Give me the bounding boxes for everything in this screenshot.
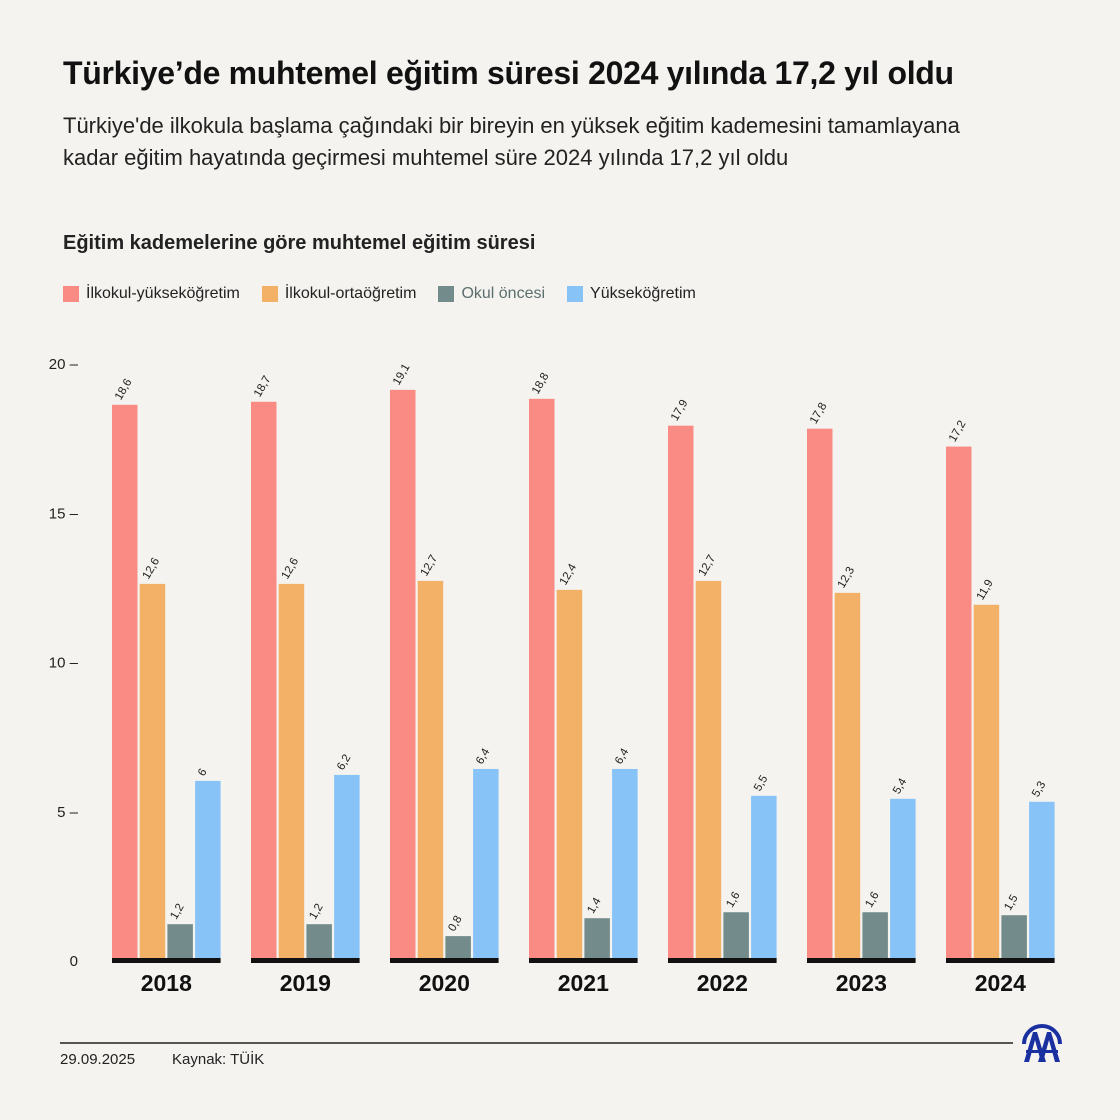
data-label: 5,4: [891, 776, 910, 796]
data-label: 1,4: [585, 895, 604, 915]
chart-title: Eğitim kademelerine göre muhtemel eğitim…: [63, 232, 536, 254]
data-label: 6,4: [613, 746, 632, 766]
data-label: 6,2: [335, 753, 353, 773]
bar: [612, 768, 638, 960]
bar: [417, 580, 444, 960]
bar: [139, 583, 166, 960]
bar: [334, 774, 360, 960]
data-label: 1,6: [724, 890, 742, 910]
baseline: [529, 958, 638, 963]
legend-swatch: [438, 286, 455, 302]
data-label: 17,8: [808, 401, 830, 426]
x-tick-label: 2023: [836, 970, 887, 996]
bar: [112, 404, 138, 960]
data-label: 18,6: [113, 377, 135, 402]
bar: [862, 912, 888, 960]
y-tick-label: 20 –: [49, 356, 79, 373]
aa-logo: [1022, 1024, 1062, 1062]
legend-swatch: [261, 286, 278, 302]
bar: [251, 401, 277, 960]
legend-item: İlkokul-yükseköğretim: [63, 285, 240, 303]
bar: [306, 924, 332, 960]
baseline: [946, 958, 1055, 963]
x-tick-label: 2018: [141, 970, 192, 996]
bar: [167, 924, 193, 960]
data-label: 18,7: [252, 374, 274, 399]
bar: [390, 389, 416, 960]
data-label: 17,2: [947, 419, 969, 444]
baseline: [251, 958, 360, 963]
data-label: 5,5: [752, 773, 770, 793]
bar: [695, 580, 722, 960]
data-label: 12,6: [141, 556, 163, 581]
baseline: [112, 958, 221, 963]
y-tick-label: 0: [70, 953, 78, 970]
data-label: 19,1: [391, 362, 413, 387]
page-title: Türkiye’de muhtemel eğitim süresi 2024 y…: [63, 55, 954, 91]
x-tick-label: 2022: [697, 970, 748, 996]
publish-date: 29.09.2025: [60, 1051, 136, 1068]
bar: [473, 768, 499, 960]
bar: [890, 798, 916, 960]
x-tick-label: 2024: [975, 970, 1026, 996]
bar: [584, 918, 610, 960]
bar: [751, 795, 777, 960]
legend-label: İlkokul-ortaöğretim: [284, 285, 417, 302]
bar: [278, 583, 305, 960]
baseline: [668, 958, 777, 963]
y-tick-label: 15 –: [49, 505, 79, 522]
bar: [834, 592, 861, 960]
bar: [946, 446, 972, 961]
x-tick-label: 2020: [419, 970, 470, 996]
data-label: 0,8: [446, 914, 464, 934]
legend-item: Okul öncesi: [438, 285, 545, 303]
legend-swatch: [63, 286, 79, 302]
x-tick-label: 2019: [280, 970, 331, 996]
bar: [1029, 801, 1055, 960]
y-tick-label: 5 –: [57, 804, 79, 821]
data-label: 1,2: [168, 902, 186, 922]
bar: [807, 428, 833, 960]
data-label: 18,8: [530, 371, 552, 396]
bar: [668, 425, 694, 960]
bar: [556, 589, 583, 960]
data-label: 5,3: [1030, 779, 1048, 799]
bar: [723, 912, 749, 960]
baseline: [390, 958, 499, 963]
legend-item: Yükseköğretim: [567, 285, 696, 303]
bar: [195, 780, 221, 960]
legend-label: Yükseköğretim: [590, 285, 696, 302]
legend-item: İlkokul-ortaöğretim: [261, 285, 417, 303]
bar-chart: 0 5 – 10 – 15 – 20 – 18,6 12,6 1,2 6 2018 18,7 12,6…: [49, 356, 1055, 996]
data-label: 12,6: [280, 556, 302, 581]
source-label: Kaynak: TÜİK: [172, 1051, 265, 1068]
data-label: 6,4: [474, 746, 493, 766]
data-label: 1,5: [1002, 893, 1020, 913]
y-tick-label: 10 –: [49, 655, 79, 672]
baseline: [807, 958, 916, 963]
data-label: 6: [196, 767, 210, 779]
data-label: 11,9: [975, 578, 996, 603]
legend: İlkokul-yükseköğretim İlkokul-ortaöğretim…: [63, 285, 696, 303]
data-label: 1,6: [863, 890, 881, 910]
legend-label: İlkokul-yükseköğretim: [86, 285, 240, 302]
bar: [529, 398, 555, 960]
x-tick-label: 2021: [558, 970, 609, 996]
legend-label: Okul öncesi: [461, 285, 546, 302]
data-label: 12,4: [558, 561, 580, 587]
data-label: 12,7: [697, 553, 719, 578]
bar: [1001, 915, 1027, 960]
data-label: 12,7: [419, 553, 441, 578]
page-subtitle: Türkiye'de ilkokula başlama çağındaki bi…: [63, 113, 960, 170]
bar: [973, 604, 1000, 960]
data-label: 17,9: [669, 398, 691, 423]
data-label: 12,3: [836, 565, 858, 590]
footer-divider: [60, 1042, 1013, 1044]
legend-swatch: [567, 286, 584, 302]
bar: [445, 936, 471, 960]
data-label: 1,2: [307, 902, 325, 922]
